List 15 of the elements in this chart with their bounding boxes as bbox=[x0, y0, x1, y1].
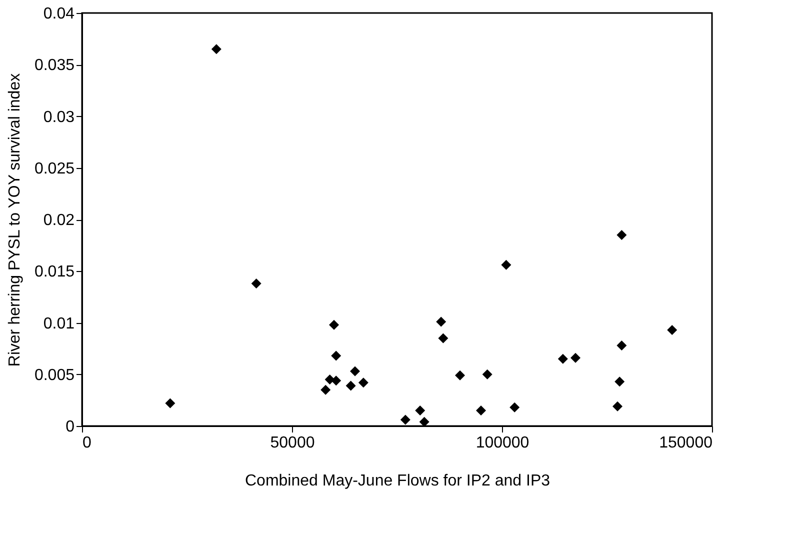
x-tick-label: 50000 bbox=[270, 434, 315, 452]
x-tick-label: 0 bbox=[82, 434, 92, 452]
y-axis-title: River herring PYSL to YOY survival index bbox=[6, 73, 24, 367]
y-tick-label: 0.035 bbox=[34, 57, 75, 74]
y-tick-label: 0.02 bbox=[43, 212, 75, 229]
x-axis-title: Combined May-June Flows for IP2 and IP3 bbox=[244, 472, 550, 490]
x-tick-label: 150000 bbox=[659, 434, 713, 452]
y-tick-label: 0.01 bbox=[43, 315, 75, 332]
y-tick-label: 0.015 bbox=[34, 264, 75, 281]
y-tick-label: 0.005 bbox=[34, 366, 75, 384]
y-tick-label: 0.04 bbox=[43, 6, 75, 22]
y-tick-label: 0.025 bbox=[34, 160, 75, 178]
x-tick-label: 100000 bbox=[476, 434, 530, 452]
y-tick-label: 0.03 bbox=[43, 108, 75, 126]
y-tick-label: 0 bbox=[66, 418, 75, 436]
